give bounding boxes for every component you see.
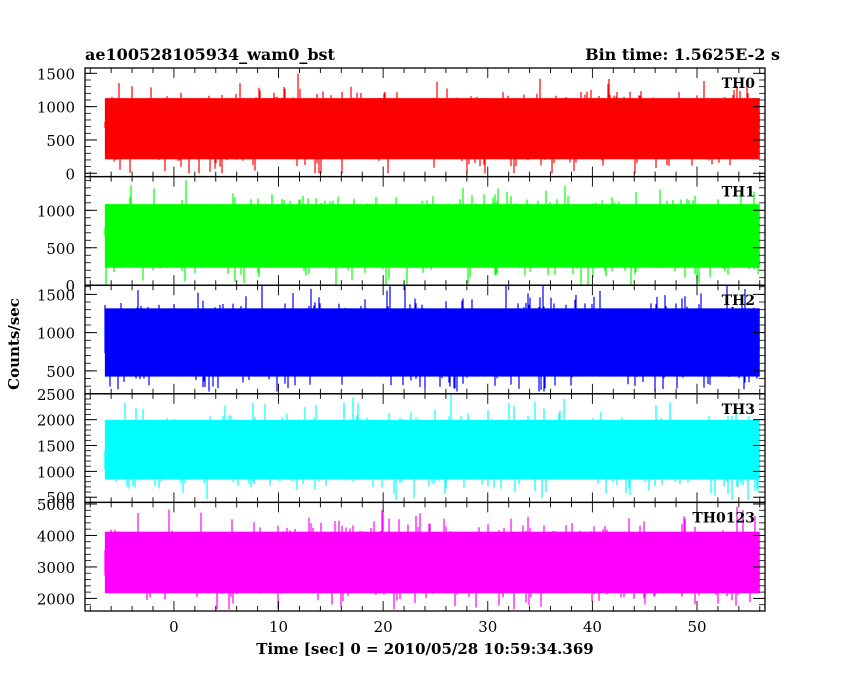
y-tick-label: 3000 — [37, 559, 75, 577]
x-axis-label: Time [sec] 0 = 2010/05/28 10:59:34.369 — [256, 640, 593, 658]
y-tick-label: 1000 — [37, 463, 75, 481]
y-tick-label: 500 — [46, 240, 75, 258]
y-axis-label: Counts/sec — [5, 298, 23, 390]
bin-time-label: Bin time: 1.5625E-2 s — [585, 45, 780, 64]
y-tick-label: 1500 — [37, 438, 75, 456]
panel-label-th3: TH3 — [722, 402, 755, 418]
series-line-th2 — [104, 285, 760, 392]
panel-th2: TH2 500 1000 1500 — [37, 284, 766, 395]
y-tick-label: 0 — [65, 277, 75, 295]
y-tick-label: 2500 — [37, 386, 75, 404]
panels-group: TH0 0 500 1000 1500 TH1 0 500 1000 TH2 500 1000 1500… — [37, 65, 766, 612]
series-line-th0123 — [104, 506, 760, 610]
x-tick-label: 0 — [169, 618, 179, 636]
series-line-th3 — [104, 393, 760, 500]
y-tick-label: 2000 — [37, 590, 75, 608]
x-tick-label: 50 — [687, 618, 706, 636]
series-line-th0 — [104, 73, 760, 174]
x-tick-label: 30 — [478, 618, 497, 636]
panel-label-th1: TH1 — [722, 185, 755, 201]
y-tick-label: 1000 — [37, 202, 75, 220]
y-tick-label: 500 — [46, 132, 75, 150]
series-line-th1 — [104, 180, 760, 286]
series-th0123 — [104, 506, 760, 610]
x-tick-label: 10 — [269, 618, 288, 636]
series-th0 — [104, 73, 760, 174]
x-axis: 0 10 20 30 40 50 — [169, 618, 706, 636]
panel-label-th0: TH0 — [722, 76, 756, 92]
panel-th0123: TH0123 2000 3000 4000 5000 — [37, 496, 766, 612]
y-tick-label: 1000 — [37, 325, 75, 343]
series-th2 — [104, 285, 760, 392]
panel-th3: TH3 500 1000 1500 2000 2500 — [37, 386, 766, 507]
y-tick-label: 1500 — [37, 286, 75, 304]
series-th3 — [104, 393, 760, 500]
panel-th1: TH1 0 500 1000 — [37, 175, 766, 295]
panel-label-th0123: TH0123 — [692, 510, 755, 526]
y-tick-label: 2000 — [37, 412, 75, 430]
panel-th0: TH0 0 500 1000 1500 — [37, 65, 766, 183]
series-th1 — [104, 180, 760, 286]
y-tick-label: 500 — [46, 489, 75, 507]
y-tick-label: 500 — [46, 363, 75, 381]
y-tick-label: 4000 — [37, 527, 75, 545]
y-tick-label: 5000 — [37, 496, 75, 514]
panel-label-th2: TH2 — [722, 293, 755, 309]
x-tick-label: 40 — [583, 618, 602, 636]
x-tick-label: 20 — [374, 618, 393, 636]
chart-title: ae100528105934_wam0_bst — [85, 45, 336, 64]
y-tick-label: 1000 — [37, 99, 75, 117]
y-tick-label: 0 — [65, 165, 75, 183]
y-tick-label: 1500 — [37, 65, 75, 83]
